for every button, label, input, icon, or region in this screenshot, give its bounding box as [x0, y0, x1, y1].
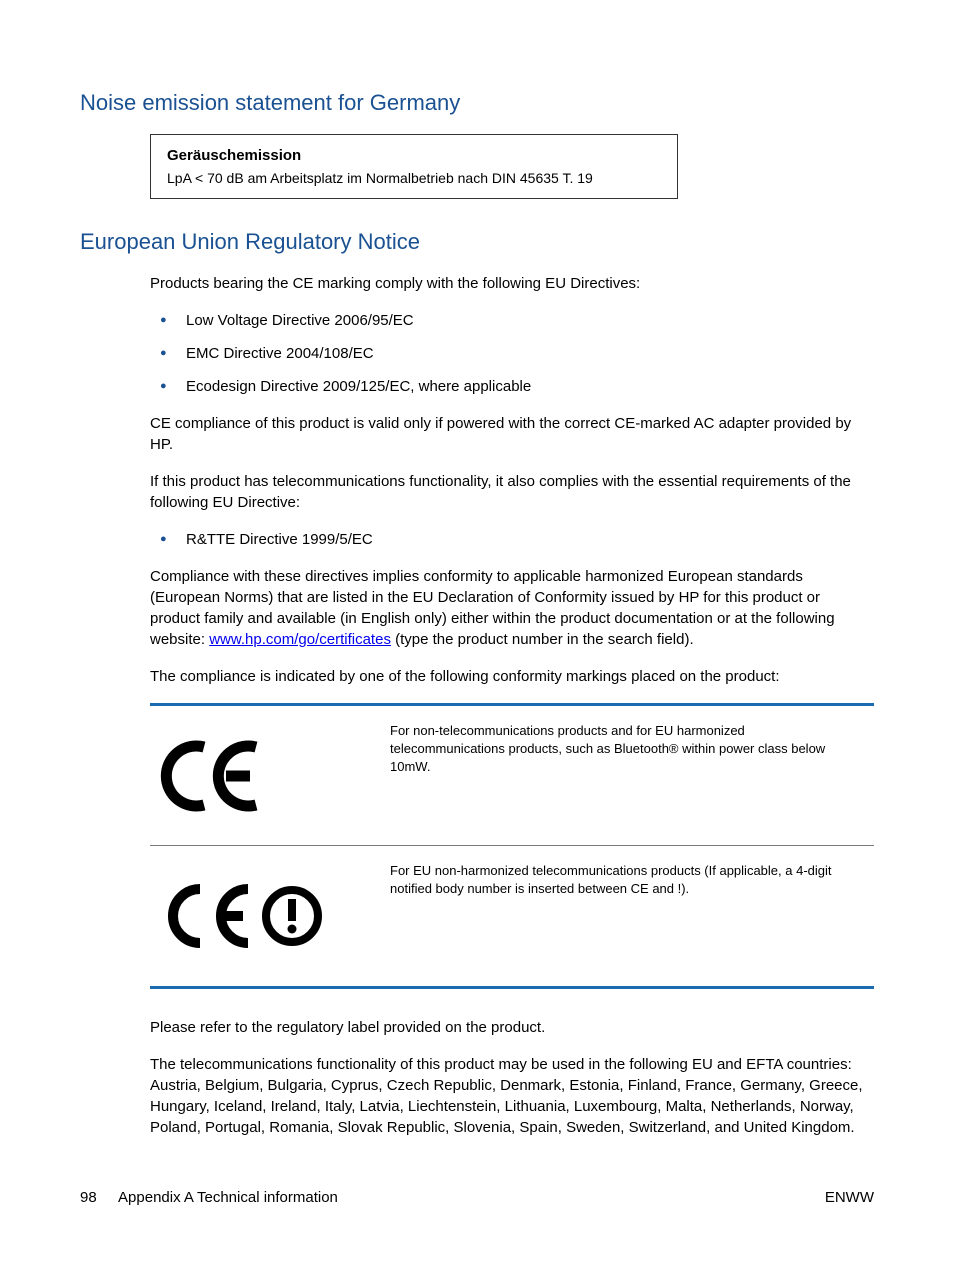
telecom-intro-text: If this product has telecommunications f…: [150, 471, 874, 513]
marking-description: For EU non-harmonized telecommunications…: [390, 860, 874, 972]
directives-list: Low Voltage Directive 2006/95/EC EMC Dir…: [150, 310, 874, 397]
ce-compliance-text: CE compliance of this product is valid o…: [150, 413, 874, 455]
page-number: 98: [80, 1189, 97, 1206]
footer-right: ENWW: [825, 1189, 874, 1206]
box-title: Geräuschemission: [167, 147, 661, 164]
table-row: For non-telecommunications products and …: [150, 706, 874, 846]
markings-intro-text: The compliance is indicated by one of th…: [150, 666, 874, 687]
noise-emission-box: Geräuschemission LpA < 70 dB am Arbeitsp…: [150, 134, 678, 199]
eu-content: Products bearing the CE marking comply w…: [150, 273, 874, 1138]
conformity-markings-table: For non-telecommunications products and …: [150, 703, 874, 989]
list-item: R&TTE Directive 1999/5/EC: [150, 529, 874, 550]
ce-exclaim-mark-icon: [160, 877, 330, 955]
ce-mark-icon: [160, 737, 270, 815]
telecom-directives-list: R&TTE Directive 1999/5/EC: [150, 529, 874, 550]
list-item: Low Voltage Directive 2006/95/EC: [150, 310, 874, 331]
list-item: EMC Directive 2004/108/EC: [150, 343, 874, 364]
box-body: LpA < 70 dB am Arbeitsplatz im Normalbet…: [167, 170, 661, 186]
page-footer: 98 Appendix A Technical information ENWW: [80, 1189, 874, 1206]
list-item: Ecodesign Directive 2009/125/EC, where a…: [150, 376, 874, 397]
document-page: Noise emission statement for Germany Ger…: [0, 0, 954, 1214]
compliance-post: (type the product number in the search f…: [391, 631, 694, 648]
intro-text: Products bearing the CE marking comply w…: [150, 273, 874, 294]
regulatory-label-text: Please refer to the regulatory label pro…: [150, 1017, 874, 1038]
marking-description: For non-telecommunications products and …: [390, 720, 874, 831]
ce-exclaim-mark-cell: [150, 860, 390, 972]
table-row: For EU non-harmonized telecommunications…: [150, 846, 874, 986]
appendix-label: Appendix A Technical information: [118, 1189, 338, 1206]
certificates-link[interactable]: www.hp.com/go/certificates: [209, 631, 391, 648]
countries-text: The telecommunications functionality of …: [150, 1054, 874, 1138]
ce-mark-cell: [150, 720, 390, 831]
heading-eu-regulatory: European Union Regulatory Notice: [80, 229, 874, 255]
heading-noise-emission: Noise emission statement for Germany: [80, 90, 874, 116]
footer-left: 98 Appendix A Technical information: [80, 1189, 338, 1206]
compliance-para: Compliance with these directives implies…: [150, 566, 874, 650]
